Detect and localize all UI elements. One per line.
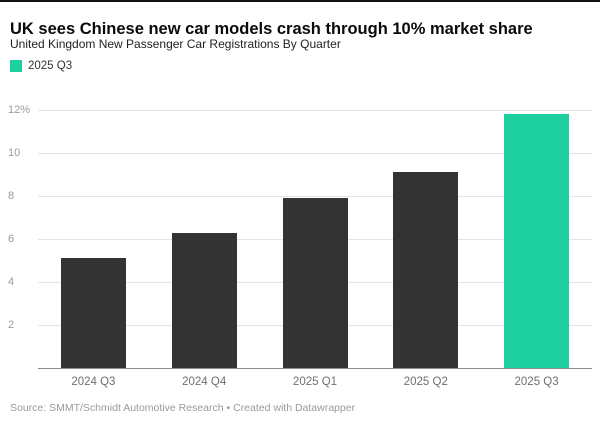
chart-subtitle: United Kingdom New Passenger Car Registr… — [10, 37, 341, 51]
bar-2025-q1[interactable] — [282, 198, 348, 368]
x-axis-label-2025-q1: 2025 Q1 — [292, 376, 338, 388]
gridline-10 — [38, 153, 592, 154]
x-axis-label-2024-q4: 2024 Q4 — [182, 376, 227, 388]
bar-chart: 2 4 6 8 10 12% 2024 Q3 2024 Q4 2025 Q1 2025 Q2 202… — [8, 96, 592, 396]
x-axis-line — [38, 368, 592, 369]
y-axis-tick-10: 10 — [8, 147, 21, 159]
bar-2024-q4[interactable] — [171, 232, 237, 368]
top-border-rule — [0, 0, 600, 2]
bar-2025-q2[interactable] — [393, 172, 459, 368]
legend: 2025 Q3 — [10, 60, 72, 72]
y-axis-tick-8: 8 — [8, 190, 15, 202]
legend-swatch-2025-q3 — [10, 60, 22, 72]
x-axis-label-2024-q3: 2024 Q3 — [71, 376, 116, 388]
x-axis-label-2025-q2: 2025 Q2 — [403, 376, 448, 388]
bar-2024-q3[interactable] — [60, 258, 126, 368]
y-axis-tick-12: 12% — [8, 104, 31, 116]
y-axis-tick-4: 4 — [8, 276, 15, 288]
y-axis-tick-2: 2 — [8, 319, 15, 331]
gridline-12 — [38, 110, 592, 111]
legend-label: 2025 Q3 — [28, 60, 73, 72]
y-axis-tick-6: 6 — [8, 233, 15, 245]
source-line: Source: SMMT/Schmidt Automotive Research… — [10, 402, 356, 414]
gridline-8 — [38, 196, 592, 197]
x-axis-label-2025-q3: 2025 Q3 — [514, 376, 559, 388]
chart-title: UK sees Chinese new car models crash thr… — [10, 20, 533, 39]
bar-2025-q3[interactable] — [504, 114, 570, 368]
